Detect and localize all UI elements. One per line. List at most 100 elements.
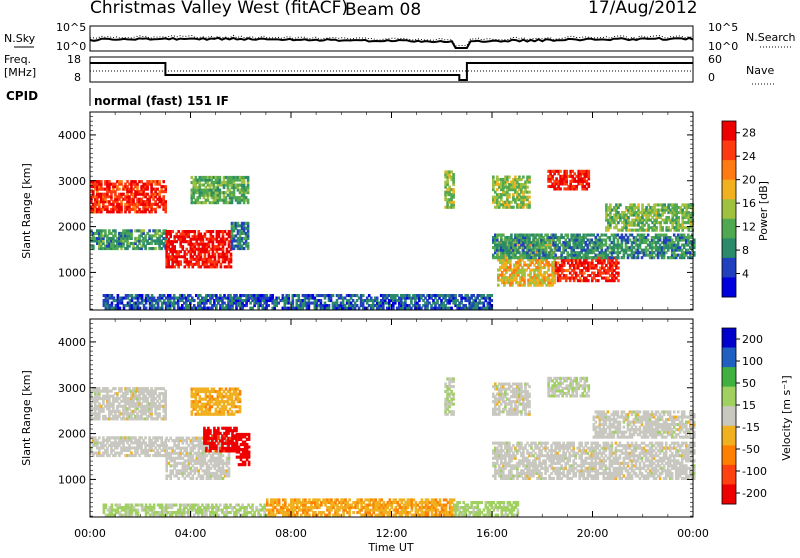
colorbar-tick-label: 24	[742, 150, 756, 163]
heatmap-cell	[130, 229, 133, 232]
heatmap-cell	[655, 226, 658, 229]
nave-right-tick-top: 60	[708, 53, 722, 66]
colorbar-swatch	[722, 258, 736, 278]
cpid-label: CPID	[6, 89, 38, 103]
cpid-mode: normal (fast) 151 IF	[94, 94, 229, 108]
heatmap-cell	[376, 297, 379, 300]
heatmap-cell	[104, 229, 107, 232]
nave-label: Nave	[746, 64, 774, 77]
heatmap-cell	[508, 193, 511, 196]
heatmap-cell	[271, 294, 274, 297]
heatmap-cell	[288, 294, 291, 297]
heatmap-cell	[158, 180, 161, 183]
noise-right-tick-top: 10^5	[708, 21, 738, 34]
heatmap-cell	[528, 191, 531, 194]
heatmap-cell	[247, 242, 250, 245]
colorbar-tick-label: 20	[742, 174, 756, 187]
y-tick-label: 3000	[58, 175, 86, 188]
noise-left-tick-top: 10^5	[56, 21, 86, 34]
heatmap-cell	[177, 477, 180, 480]
heatmap-cell	[158, 412, 161, 415]
heatmap-cell	[154, 247, 157, 250]
heatmap-cell	[544, 246, 547, 249]
heatmap-cell	[619, 203, 622, 206]
heatmap-cell	[522, 176, 525, 179]
heatmap-cell	[588, 182, 591, 185]
heatmap-cell	[362, 294, 365, 297]
colorbar-swatch	[722, 141, 736, 161]
heatmap-cell	[454, 294, 457, 297]
heatmap-cell	[320, 299, 323, 302]
y-tick-label: 1000	[58, 266, 86, 279]
heatmap-cell	[492, 176, 495, 179]
heatmap-cell	[120, 387, 123, 390]
heatmap-cell	[497, 284, 500, 287]
heatmap-cell	[114, 387, 117, 390]
heatmap-cell	[617, 267, 620, 270]
colorbar-swatch	[722, 121, 736, 141]
heatmap-cell	[597, 279, 600, 282]
colorbar-tick-label: 12	[742, 221, 756, 234]
heatmap-cell	[118, 188, 121, 191]
cpid-panel: CPID normal (fast) 151 IF	[6, 88, 229, 108]
colorbar-swatch	[722, 219, 736, 239]
heatmap-cell	[148, 454, 151, 457]
heatmap-cell	[119, 307, 122, 310]
heatmap-cell	[148, 229, 151, 232]
heatmap-cell	[452, 201, 455, 204]
heatmap-cell	[267, 304, 270, 307]
velocity-heatmap-marks	[90, 377, 696, 517]
noise-left-tick-bottom: 10^0	[56, 40, 86, 53]
heatmap-cell	[512, 206, 515, 209]
heatmap-cell	[120, 180, 123, 183]
heatmap-cell	[450, 307, 453, 310]
heatmap-cell	[171, 230, 174, 233]
noise-sky-line	[90, 38, 693, 48]
heatmap-cell	[565, 170, 568, 173]
heatmap-cell	[587, 279, 590, 282]
heatmap-cell	[98, 436, 101, 439]
heatmap-cell	[100, 180, 103, 183]
colorbar-swatch	[722, 199, 736, 219]
colorbar-tick-label: 8	[742, 244, 749, 257]
heatmap-cell	[219, 176, 222, 179]
freq-label-bottom: [MHz]	[4, 66, 36, 79]
heatmap-cell	[193, 299, 196, 302]
heatmap-cell	[164, 185, 167, 188]
beam-label: Beam 08	[345, 0, 421, 20]
heatmap-cell	[162, 180, 165, 183]
heatmap-cell	[641, 203, 644, 206]
heatmap-cell	[247, 222, 250, 225]
heatmap-cell	[182, 245, 185, 248]
station-title: Christmas Valley West (fitACF)	[90, 0, 348, 18]
noise-panel: N.Sky 10^5 10^0 10^5 10^0 N.Search	[4, 21, 796, 53]
heatmap-cell	[212, 230, 215, 233]
heatmap-cell	[528, 201, 531, 204]
heatmap-cell	[162, 195, 165, 198]
noise-search-label: N.Search	[746, 31, 796, 44]
heatmap-cell	[144, 436, 147, 439]
nave-right-tick-bottom: 0	[708, 71, 715, 84]
heatmap-cell	[508, 176, 511, 179]
heatmap-cell	[230, 253, 233, 256]
power-ylabel: Slant Range [km]	[20, 163, 33, 259]
noise-right-tick-bottom: 10^0	[708, 40, 738, 53]
heatmap-cell	[491, 299, 494, 302]
heatmap-cell	[328, 304, 331, 307]
frequency-panel: Freq. [MHz] 18 8 60 0 Nave	[4, 53, 775, 84]
freq-left-tick-bottom: 8	[74, 71, 81, 84]
colorbar-swatch	[722, 238, 736, 258]
heatmap-cell	[647, 234, 650, 237]
power-colorbar-label: Power [dB]	[757, 181, 770, 241]
date-label: 17/Aug/2012	[588, 0, 698, 18]
colorbar-tick-label: 28	[742, 127, 756, 140]
heatmap-cell	[142, 229, 145, 232]
heatmap-cell	[661, 226, 664, 229]
colorbar-swatch	[722, 160, 736, 180]
heatmap-cell	[114, 229, 117, 232]
heatmap-cell	[298, 294, 301, 297]
heatmap-cell	[173, 245, 176, 248]
